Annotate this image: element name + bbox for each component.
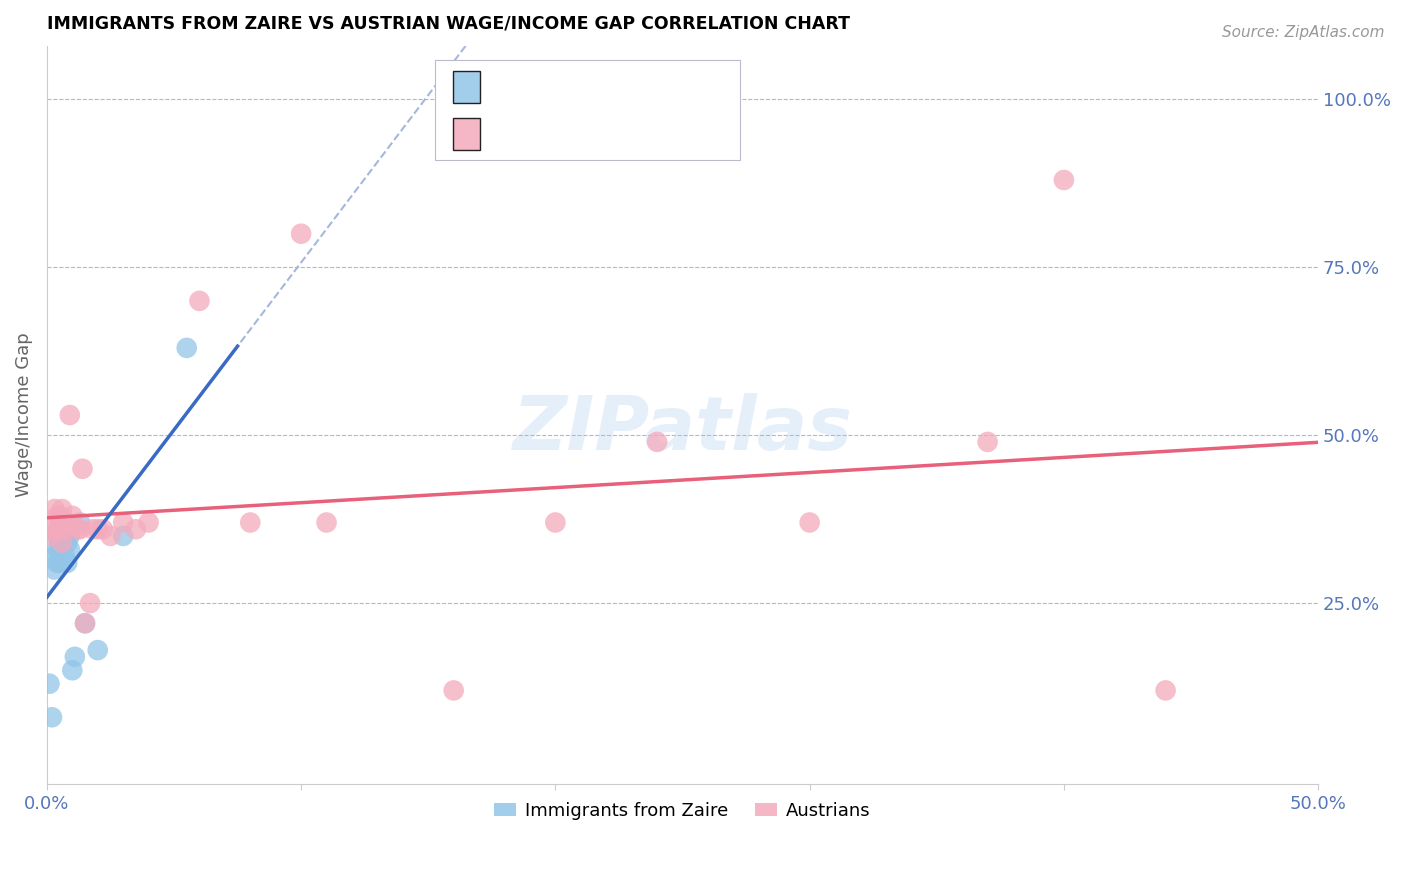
- Point: [46, 529, 69, 543]
- Point: [44, 562, 66, 576]
- Point: [53, 549, 76, 563]
- Point: [73, 616, 96, 631]
- Point: [51, 502, 73, 516]
- Point: [82, 522, 104, 536]
- Text: Source: ZipAtlas.com: Source: ZipAtlas.com: [1222, 25, 1385, 40]
- Point: [56, 535, 79, 549]
- Text: IMMIGRANTS FROM ZAIRE VS AUSTRIAN WAGE/INCOME GAP CORRELATION CHART: IMMIGRANTS FROM ZAIRE VS AUSTRIAN WAGE/I…: [46, 15, 849, 33]
- Point: [53, 522, 76, 536]
- Point: [66, 522, 89, 536]
- Point: [138, 516, 160, 530]
- Point: [48, 556, 70, 570]
- Point: [799, 516, 821, 530]
- Point: [38, 529, 60, 543]
- Point: [239, 516, 262, 530]
- Point: [60, 508, 83, 523]
- Point: [46, 542, 69, 557]
- Point: [544, 516, 567, 530]
- Point: [46, 508, 69, 523]
- Point: [443, 683, 465, 698]
- Point: [48, 535, 70, 549]
- Point: [125, 522, 148, 536]
- Point: [48, 542, 70, 557]
- Point: [79, 596, 101, 610]
- Point: [56, 516, 79, 530]
- Point: [41, 522, 63, 536]
- Point: [59, 529, 82, 543]
- Point: [41, 710, 63, 724]
- Point: [48, 535, 70, 549]
- Legend: Immigrants from Zaire, Austrians: Immigrants from Zaire, Austrians: [486, 795, 877, 827]
- Point: [315, 516, 337, 530]
- Point: [51, 542, 73, 557]
- Y-axis label: Wage/Income Gap: Wage/Income Gap: [15, 333, 32, 498]
- Point: [44, 502, 66, 516]
- Point: [69, 522, 91, 536]
- Point: [645, 434, 668, 449]
- Point: [188, 293, 211, 308]
- Point: [59, 542, 82, 557]
- Point: [60, 663, 83, 677]
- Point: [48, 522, 70, 536]
- Point: [72, 462, 94, 476]
- Text: ZIPatlas: ZIPatlas: [513, 393, 852, 467]
- Point: [53, 522, 76, 536]
- Point: [69, 516, 91, 530]
- Point: [112, 516, 135, 530]
- Point: [56, 556, 79, 570]
- Point: [1053, 173, 1076, 187]
- Point: [290, 227, 312, 241]
- Point: [100, 529, 122, 543]
- Point: [63, 649, 86, 664]
- Point: [46, 522, 69, 536]
- Point: [46, 556, 69, 570]
- Point: [53, 529, 76, 543]
- Point: [976, 434, 998, 449]
- Point: [176, 341, 198, 355]
- Point: [112, 529, 135, 543]
- Point: [51, 542, 73, 557]
- Point: [51, 529, 73, 543]
- Point: [59, 408, 82, 422]
- Point: [48, 508, 70, 523]
- Point: [38, 676, 60, 690]
- Point: [87, 643, 110, 657]
- Point: [73, 616, 96, 631]
- Point: [1154, 683, 1177, 698]
- Point: [51, 535, 73, 549]
- Point: [91, 522, 114, 536]
- Point: [87, 522, 110, 536]
- Point: [44, 549, 66, 563]
